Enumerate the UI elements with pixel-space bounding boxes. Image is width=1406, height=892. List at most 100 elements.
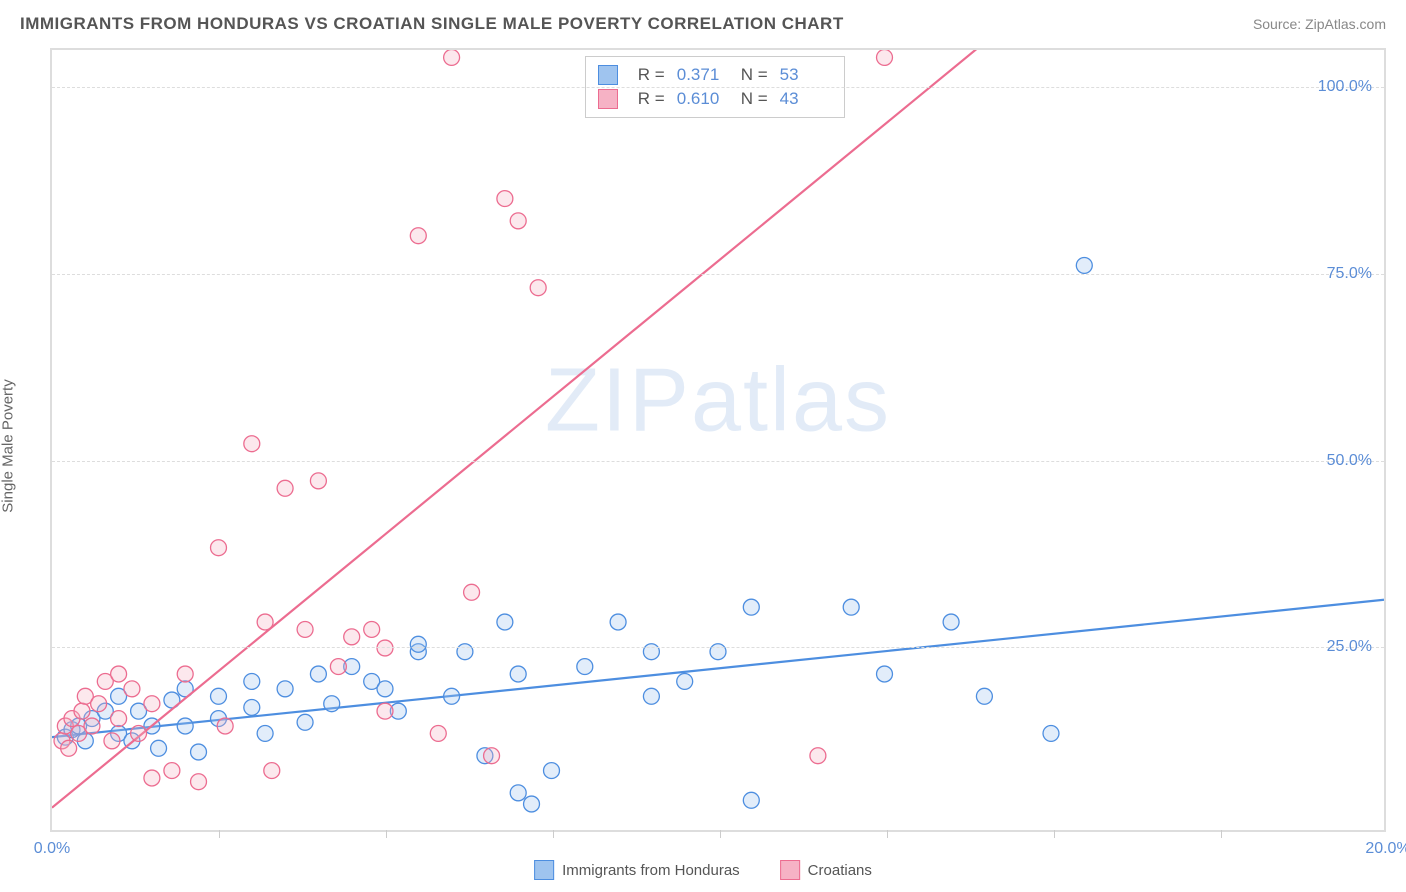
legend-swatch (780, 860, 800, 880)
data-point (191, 744, 207, 760)
trendline (52, 600, 1384, 737)
y-axis-label: Single Male Poverty (0, 379, 17, 512)
x-tick-mark (720, 830, 721, 838)
data-point (244, 436, 260, 452)
x-tick-mark (386, 830, 387, 838)
data-point (410, 636, 426, 652)
gridline (52, 647, 1384, 648)
data-point (330, 659, 346, 675)
data-point (264, 763, 280, 779)
data-point (444, 50, 460, 65)
data-point (743, 599, 759, 615)
data-point (743, 792, 759, 808)
x-tick-mark (219, 830, 220, 838)
data-point (524, 796, 540, 812)
data-point (877, 50, 893, 65)
data-point (111, 666, 127, 682)
data-point (277, 480, 293, 496)
legend-swatch (534, 860, 554, 880)
data-point (151, 740, 167, 756)
n-value: 53 (780, 65, 832, 85)
scatter-svg (52, 50, 1384, 830)
data-point (577, 659, 593, 675)
data-point (177, 666, 193, 682)
data-point (104, 733, 120, 749)
data-point (643, 688, 659, 704)
data-point (257, 614, 273, 630)
data-point (677, 673, 693, 689)
data-point (1043, 725, 1059, 741)
data-point (244, 673, 260, 689)
data-point (843, 599, 859, 615)
data-point (277, 681, 293, 697)
n-value: 43 (780, 89, 832, 109)
legend-stat-row: R = 0.371 N = 53 (598, 63, 832, 87)
data-point (217, 718, 233, 734)
data-point (364, 621, 380, 637)
n-label: N = (741, 65, 768, 85)
data-point (377, 703, 393, 719)
data-point (244, 699, 260, 715)
data-point (497, 191, 513, 207)
x-tick-label: 20.0% (1365, 840, 1406, 858)
data-point (510, 213, 526, 229)
chart-title: IMMIGRANTS FROM HONDURAS VS CROATIAN SIN… (20, 14, 844, 34)
legend-item: Immigrants from Honduras (534, 860, 740, 880)
r-label: R = (638, 89, 665, 109)
legend-stat-row: R = 0.610 N = 43 (598, 87, 832, 111)
data-point (410, 228, 426, 244)
gridline (52, 274, 1384, 275)
y-tick-label: 100.0% (1318, 78, 1372, 96)
data-point (310, 666, 326, 682)
data-point (544, 763, 560, 779)
data-point (84, 718, 100, 734)
data-point (510, 785, 526, 801)
data-point (74, 703, 90, 719)
legend-swatch (598, 89, 618, 109)
x-tick-mark (553, 830, 554, 838)
plot-area (52, 50, 1384, 830)
data-point (510, 666, 526, 682)
data-point (610, 614, 626, 630)
x-tick-mark (1221, 830, 1222, 838)
data-point (643, 644, 659, 660)
data-point (177, 718, 193, 734)
x-tick-mark (1054, 830, 1055, 838)
data-point (1076, 257, 1092, 273)
source-label: Source: ZipAtlas.com (1253, 16, 1386, 32)
x-tick-mark (887, 830, 888, 838)
data-point (144, 770, 160, 786)
data-point (124, 681, 140, 697)
data-point (377, 681, 393, 697)
data-point (457, 644, 473, 660)
trendline (52, 50, 984, 808)
header: IMMIGRANTS FROM HONDURAS VS CROATIAN SIN… (0, 0, 1406, 48)
data-point (131, 725, 147, 741)
data-point (943, 614, 959, 630)
x-tick-label: 0.0% (34, 840, 70, 858)
data-point (344, 629, 360, 645)
y-tick-label: 75.0% (1327, 265, 1372, 283)
data-point (976, 688, 992, 704)
data-point (810, 748, 826, 764)
data-point (877, 666, 893, 682)
data-point (310, 473, 326, 489)
r-value: 0.610 (677, 89, 729, 109)
data-point (430, 725, 446, 741)
data-point (484, 748, 500, 764)
data-point (297, 621, 313, 637)
data-point (61, 740, 77, 756)
data-point (257, 725, 273, 741)
data-point (144, 696, 160, 712)
r-value: 0.371 (677, 65, 729, 85)
y-tick-label: 50.0% (1327, 452, 1372, 470)
data-point (444, 688, 460, 704)
legend-label: Immigrants from Honduras (562, 862, 740, 879)
n-label: N = (741, 89, 768, 109)
r-label: R = (638, 65, 665, 85)
legend-item: Croatians (780, 860, 872, 880)
data-point (710, 644, 726, 660)
data-point (211, 540, 227, 556)
y-tick-label: 25.0% (1327, 638, 1372, 656)
data-point (464, 584, 480, 600)
